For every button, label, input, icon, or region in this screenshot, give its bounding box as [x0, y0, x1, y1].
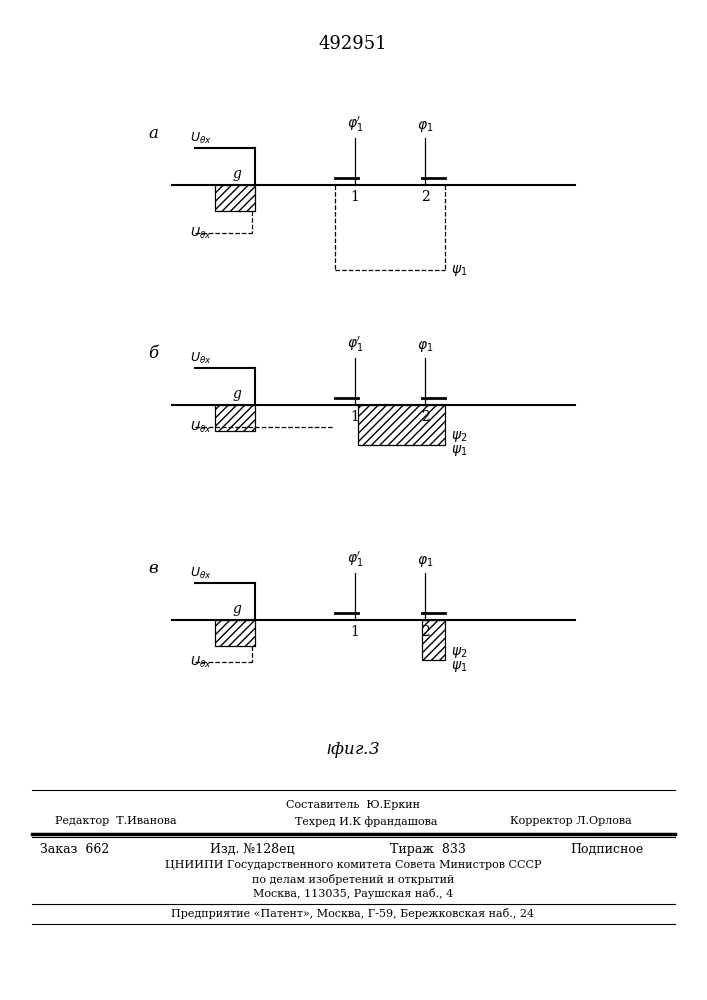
Bar — [422, 620, 445, 660]
Text: Техред И.К франдашова: Техред И.К франдашова — [295, 816, 438, 827]
Text: g: g — [233, 387, 241, 401]
Text: ЦНИИПИ Государственного комитета Совета Министров СССР: ЦНИИПИ Государственного комитета Совета … — [165, 860, 542, 870]
Text: $U_{\theta x}$: $U_{\theta x}$ — [190, 654, 212, 670]
Bar — [215, 620, 255, 646]
Text: 492951: 492951 — [319, 35, 387, 53]
Text: Корректор Л.Орлова: Корректор Л.Орлова — [510, 816, 632, 826]
Text: б: б — [148, 345, 158, 362]
Text: $\psi_1$: $\psi_1$ — [451, 262, 467, 277]
Text: по делам изобретений и открытий: по делам изобретений и открытий — [252, 874, 454, 885]
Text: Тираж  833: Тираж 833 — [390, 843, 466, 856]
Text: Подписное: Подписное — [570, 843, 643, 856]
Text: $U_{\theta x}$: $U_{\theta x}$ — [190, 351, 212, 366]
Bar — [215, 405, 255, 431]
Text: Редактор  Т.Иванова: Редактор Т.Иванова — [55, 816, 177, 826]
Text: $U_{\theta x}$: $U_{\theta x}$ — [190, 131, 212, 146]
Text: $U_{\theta x}$: $U_{\theta x}$ — [190, 419, 212, 435]
Text: 2: 2 — [421, 190, 429, 204]
Text: Составитель  Ю.Еркин: Составитель Ю.Еркин — [286, 800, 420, 810]
Text: $\varphi_1$: $\varphi_1$ — [417, 339, 433, 354]
Text: Москва, 113035, Раушская наб., 4: Москва, 113035, Раушская наб., 4 — [253, 888, 453, 899]
Text: $\psi_1$: $\psi_1$ — [451, 658, 467, 674]
Text: Заказ  662: Заказ 662 — [40, 843, 110, 856]
Text: 2: 2 — [421, 410, 429, 424]
Text: Изд. №128ец: Изд. №128ец — [210, 843, 295, 856]
Text: Предприятие «Патент», Москва, Г-59, Бережковская наб., 24: Предприятие «Патент», Москва, Г-59, Бере… — [171, 908, 534, 919]
Text: в: в — [148, 560, 158, 577]
Bar — [215, 185, 255, 211]
Text: $\varphi_1$: $\varphi_1$ — [417, 554, 433, 569]
Text: $\imath$фиг.3: $\imath$фиг.3 — [326, 740, 380, 760]
Text: 2: 2 — [421, 625, 429, 639]
Text: $U_{\theta x}$: $U_{\theta x}$ — [190, 566, 212, 581]
Text: $\varphi_1'$: $\varphi_1'$ — [347, 335, 363, 354]
Text: $\psi_2$: $\psi_2$ — [451, 645, 467, 660]
Text: g: g — [233, 167, 241, 181]
Bar — [358, 405, 445, 445]
Text: $\varphi_1'$: $\varphi_1'$ — [347, 115, 363, 134]
Text: 1: 1 — [351, 410, 359, 424]
Text: $\psi_1$: $\psi_1$ — [451, 444, 467, 458]
Text: $\varphi_1$: $\varphi_1$ — [417, 119, 433, 134]
Text: g: g — [233, 602, 241, 616]
Text: а: а — [148, 125, 158, 142]
Text: 1: 1 — [351, 190, 359, 204]
Text: $U_{\theta x}$: $U_{\theta x}$ — [190, 225, 212, 241]
Text: $\psi_2$: $\psi_2$ — [451, 430, 467, 444]
Text: 1: 1 — [351, 625, 359, 639]
Text: $\varphi_1'$: $\varphi_1'$ — [347, 550, 363, 569]
